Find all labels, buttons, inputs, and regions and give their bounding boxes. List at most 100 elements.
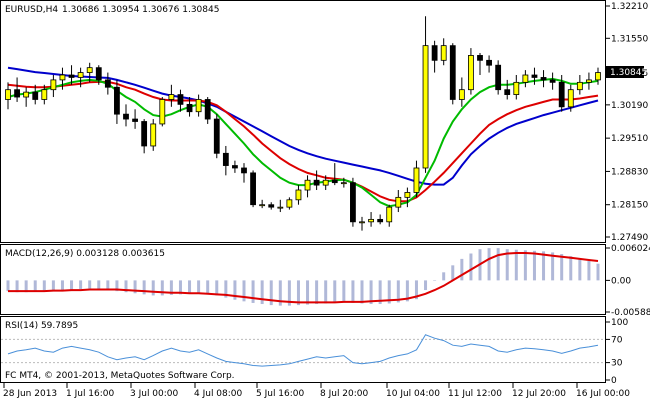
price-tick-label: 1.29510: [611, 134, 648, 144]
bear-candle: [177, 94, 184, 105]
macd-histogram-bar: [206, 280, 210, 295]
macd-histogram-bar: [469, 253, 473, 281]
macd-histogram-bar: [496, 248, 500, 281]
bear-candle: [331, 179, 338, 184]
time-tick-label: 5 Jul 16:00: [256, 389, 305, 399]
bear-candle: [250, 172, 256, 206]
macd-histogram-bar: [596, 263, 600, 281]
bear-candle: [95, 67, 102, 81]
macd-tick-label: 0.00: [611, 276, 631, 286]
price-tick-label: 1.32210: [611, 2, 648, 12]
macd-histogram-bar: [587, 261, 591, 281]
bear-candle: [232, 165, 238, 169]
macd-histogram-bar: [560, 254, 564, 281]
bear-candle: [241, 167, 247, 174]
macd-histogram-bar: [124, 280, 128, 293]
bear-candle: [213, 118, 220, 154]
macd-histogram-bar: [97, 280, 101, 289]
price-tick-label: 1.31550: [611, 34, 648, 44]
bear-candle: [114, 86, 120, 115]
bull-candle: [413, 167, 420, 193]
bear-candle: [268, 204, 275, 208]
bull-candle: [522, 74, 529, 83]
macd-histogram-bar: [333, 280, 337, 303]
bull-candle: [168, 94, 175, 100]
bear-candle: [123, 113, 129, 120]
current-price-label: 1.30845: [610, 68, 647, 78]
macd-histogram-bar: [324, 280, 328, 304]
rsi-tick-label: 70: [611, 335, 623, 345]
bear-candle: [477, 55, 483, 61]
macd-histogram-bar: [224, 280, 228, 298]
price-panel-frame: [0, 0, 606, 243]
chart-symbol-label: EURUSD,H4: [5, 5, 58, 15]
bear-candle: [14, 89, 20, 98]
macd-tick-label: 0.006024: [611, 244, 650, 254]
bull-candle: [23, 91, 30, 98]
macd-histogram-bar: [315, 280, 319, 305]
macd-histogram-bar: [351, 280, 355, 303]
macd-histogram-bar: [451, 265, 455, 281]
bull-candle: [586, 79, 592, 83]
macd-histogram-bar: [433, 280, 437, 281]
macd-histogram-bar: [551, 252, 555, 281]
macd-histogram-bar: [460, 258, 464, 281]
macd-histogram-bar: [342, 280, 346, 303]
macd-histogram-bar: [532, 250, 536, 281]
macd-histogram-bar: [287, 280, 291, 306]
time-tick-label: 3 Jul 00:00: [130, 389, 179, 399]
price-tick-label: 1.28150: [611, 201, 648, 211]
bear-candle: [549, 79, 556, 83]
rsi-series: [1, 334, 605, 367]
bear-candle: [32, 91, 39, 100]
macd-histogram-bar: [396, 280, 400, 303]
macd-histogram-bar: [424, 280, 428, 291]
bull-candle: [77, 72, 84, 78]
macd-histogram-bar: [169, 280, 173, 295]
price-tick-label: 1.27490: [611, 233, 648, 243]
rsi-tick-label: 30: [611, 359, 623, 369]
bull-candle: [41, 89, 48, 100]
bull-candle: [50, 79, 57, 91]
bull-candle: [150, 123, 157, 147]
macd-histogram-bar: [296, 280, 300, 306]
bull-candle: [259, 204, 266, 207]
bull-candle: [277, 206, 284, 209]
macd-histogram-bar: [505, 249, 509, 281]
macd-histogram-bar: [160, 280, 164, 296]
bear-candle: [222, 152, 229, 166]
macd-histogram-bar: [151, 280, 155, 296]
copyright-label: FC MT4, © 2001-2013, MetaQuotes Software…: [5, 371, 235, 381]
time-tick-label: 11 Jul 12:00: [448, 389, 502, 399]
bull-candle: [422, 45, 429, 169]
bull-candle: [159, 99, 166, 125]
macd-histogram-bar: [387, 280, 391, 304]
macd-series: [6, 248, 600, 306]
time-tick-label: 1 Jul 16:00: [66, 389, 115, 399]
macd-histogram-bar: [369, 280, 373, 305]
macd-histogram-bar: [233, 280, 237, 300]
bull-candle: [59, 74, 66, 81]
bear-candle: [540, 77, 547, 81]
macd-histogram-bar: [414, 280, 418, 300]
macd-histogram-bar: [378, 280, 382, 305]
bear-candle: [313, 179, 320, 186]
price-tick-label: 1.28830: [611, 167, 648, 177]
bull-candle: [513, 81, 520, 95]
bear-candle: [68, 74, 75, 78]
macd-histogram-bar: [442, 272, 446, 281]
time-tick-label: 12 Jul 20:00: [512, 389, 566, 399]
bull-candle: [395, 196, 402, 208]
macd-histogram-bar: [24, 280, 28, 293]
bull-candle: [567, 89, 574, 108]
macd-histogram-bar: [70, 280, 74, 290]
macd-histogram-bar: [523, 250, 527, 281]
macd-histogram-bar: [33, 280, 37, 292]
macd-histogram-bar: [306, 280, 310, 305]
bull-candle: [595, 72, 601, 81]
bear-candle: [141, 121, 148, 147]
macd-histogram-bar: [197, 280, 201, 294]
macd-histogram-bar: [51, 280, 55, 291]
macd-histogram-bar: [269, 280, 273, 306]
